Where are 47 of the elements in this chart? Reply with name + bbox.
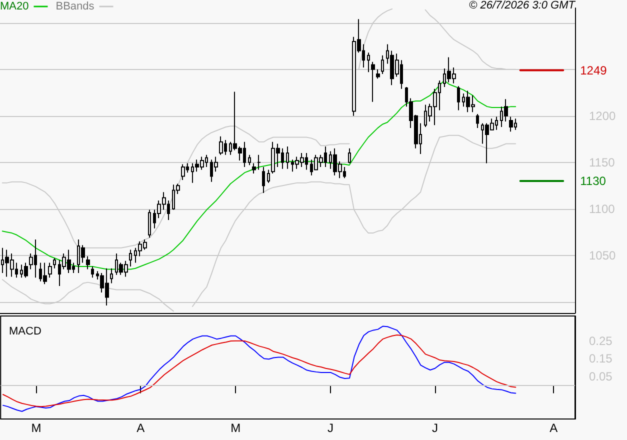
candlestick xyxy=(286,146,289,170)
candlestick xyxy=(367,52,370,73)
candlestick xyxy=(348,148,351,164)
x-tick-label: M xyxy=(230,421,241,435)
legend-label: BBands xyxy=(56,0,95,12)
x-tick-label: M xyxy=(31,421,42,435)
candlestick xyxy=(110,268,113,284)
data-label: 1249 xyxy=(580,63,608,78)
candlestick xyxy=(262,166,265,194)
y-tick-label: 1200 xyxy=(589,108,616,123)
legend-label: MA20 xyxy=(0,0,29,12)
candlestick xyxy=(129,249,132,268)
candlestick xyxy=(219,136,223,156)
candlestick xyxy=(91,266,94,278)
candlestick xyxy=(257,154,261,170)
y-tick-label: 0.25 xyxy=(589,334,613,348)
data-label: 1130 xyxy=(580,174,606,188)
candlestick xyxy=(48,262,52,278)
candlestick xyxy=(248,154,251,166)
candlestick xyxy=(376,68,380,80)
x-tick-label: J xyxy=(432,421,438,435)
candlestick xyxy=(509,116,513,132)
candlestick xyxy=(181,164,185,181)
candlestick xyxy=(86,256,90,270)
line-series xyxy=(2,80,516,270)
x-tick-label: A xyxy=(550,421,558,435)
line-series xyxy=(2,326,516,412)
y-tick-label: 0.15 xyxy=(589,352,613,366)
candlestick xyxy=(43,262,47,285)
candlestick xyxy=(457,86,460,111)
y-tick-label: 1150 xyxy=(589,155,616,170)
candlestick xyxy=(476,114,479,128)
y-tick-label: 1100 xyxy=(589,202,616,216)
candlestick xyxy=(252,162,256,174)
candlestick xyxy=(148,209,151,238)
candlestick xyxy=(53,258,56,269)
annotation: © 26/7/2026 3:0 GMT xyxy=(469,0,576,12)
text: MACD xyxy=(9,326,42,338)
candlestick xyxy=(24,262,28,278)
x-tick-label: A xyxy=(136,421,145,435)
candlestick xyxy=(371,61,375,102)
y-tick-label: 1050 xyxy=(589,248,616,262)
x-tick-label: J xyxy=(328,421,334,435)
y-tick-label: 0.05 xyxy=(589,369,613,384)
candlestick xyxy=(267,169,270,184)
candlestick xyxy=(381,54,384,75)
line-series xyxy=(2,334,516,408)
